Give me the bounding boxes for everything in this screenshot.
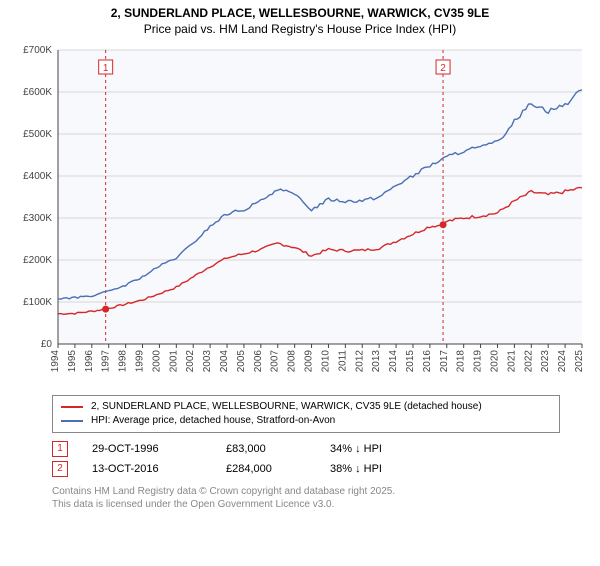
y-tick-label: £500K (23, 129, 52, 140)
marker-row: 1 29-OCT-1996 £83,000 34% ↓ HPI (52, 439, 560, 459)
legend-row: 2, SUNDERLAND PLACE, WELLESBOURNE, WARWI… (61, 400, 551, 414)
footer-line2: This data is licensed under the Open Gov… (52, 498, 560, 511)
footer-line1: Contains HM Land Registry data © Crown c… (52, 485, 560, 498)
legend-label: 2, SUNDERLAND PLACE, WELLESBOURNE, WARWI… (91, 400, 482, 414)
marker-date: 13-OCT-2016 (92, 459, 202, 479)
y-tick-label: £100K (23, 297, 52, 308)
x-tick-label: 2022 (523, 350, 534, 373)
x-tick-label: 2002 (185, 350, 196, 373)
x-tick-label: 2007 (270, 350, 281, 373)
y-tick-label: £400K (23, 171, 52, 182)
x-tick-label: 2000 (151, 350, 162, 373)
x-tick-label: 1994 (50, 350, 61, 373)
x-tick-label: 1998 (118, 350, 129, 373)
x-tick-label: 2001 (168, 350, 179, 373)
legend-row: HPI: Average price, detached house, Stra… (61, 414, 551, 428)
x-tick-label: 2021 (506, 350, 517, 373)
x-tick-label: 2019 (473, 350, 484, 373)
x-tick-label: 2020 (489, 350, 500, 373)
x-tick-label: 1999 (135, 350, 146, 373)
x-tick-label: 2016 (422, 350, 433, 373)
x-tick-label: 2010 (320, 350, 331, 373)
marker-box-label: 2 (440, 63, 446, 74)
legend: 2, SUNDERLAND PLACE, WELLESBOURNE, WARWI… (52, 395, 560, 433)
legend-swatch (61, 420, 83, 422)
x-tick-label: 1997 (101, 350, 112, 373)
x-tick-label: 2011 (337, 350, 348, 372)
marker-row: 2 13-OCT-2016 £284,000 38% ↓ HPI (52, 459, 560, 479)
marker-date: 29-OCT-1996 (92, 439, 202, 459)
x-tick-label: 2023 (540, 350, 551, 373)
marker-price: £83,000 (226, 439, 306, 459)
x-tick-label: 2006 (253, 350, 264, 373)
x-tick-label: 2025 (574, 350, 585, 373)
x-tick-label: 2004 (219, 350, 230, 373)
marker-box-label: 1 (103, 63, 109, 74)
x-tick-label: 2017 (439, 350, 450, 373)
x-tick-label: 2008 (287, 350, 298, 373)
marker-id-box: 1 (52, 441, 68, 457)
marker-pct: 38% ↓ HPI (330, 459, 382, 479)
x-tick-label: 2024 (557, 350, 568, 373)
x-tick-label: 2014 (388, 350, 399, 373)
x-tick-label: 2012 (354, 350, 365, 373)
x-tick-label: 2015 (405, 350, 416, 373)
marker-price: £284,000 (226, 459, 306, 479)
x-tick-label: 2013 (371, 350, 382, 373)
y-tick-label: £300K (23, 213, 52, 224)
chart-svg: £0 £100K £200K £300K £400K £500K £600K £700K 199… (10, 44, 590, 384)
x-tick-label: 2018 (456, 350, 467, 373)
y-tick-label: £700K (23, 45, 52, 56)
marker-id-box: 2 (52, 461, 68, 477)
chart-area: £0 £100K £200K £300K £400K £500K £600K £700K 199… (10, 44, 590, 389)
y-tick-label: £200K (23, 255, 52, 266)
x-tick-label: 2009 (304, 350, 315, 373)
legend-swatch (61, 406, 83, 408)
y-tick-label: £0 (41, 339, 53, 350)
chart-subtitle: Price paid vs. HM Land Registry's House … (0, 22, 600, 36)
x-tick-label: 2005 (236, 350, 247, 373)
markers-table: 1 29-OCT-1996 £83,000 34% ↓ HPI 2 13-OCT-2016… (52, 439, 560, 479)
y-tick-label: £600K (23, 87, 52, 98)
marker-pct: 34% ↓ HPI (330, 439, 382, 459)
chart-title: 2, SUNDERLAND PLACE, WELLESBOURNE, WARWI… (0, 6, 600, 20)
legend-label: HPI: Average price, detached house, Stra… (91, 414, 335, 428)
x-tick-label: 1995 (67, 350, 78, 373)
x-tick-label: 1996 (84, 350, 95, 373)
footer-attribution: Contains HM Land Registry data © Crown c… (52, 485, 560, 511)
x-tick-label: 2003 (202, 350, 213, 373)
